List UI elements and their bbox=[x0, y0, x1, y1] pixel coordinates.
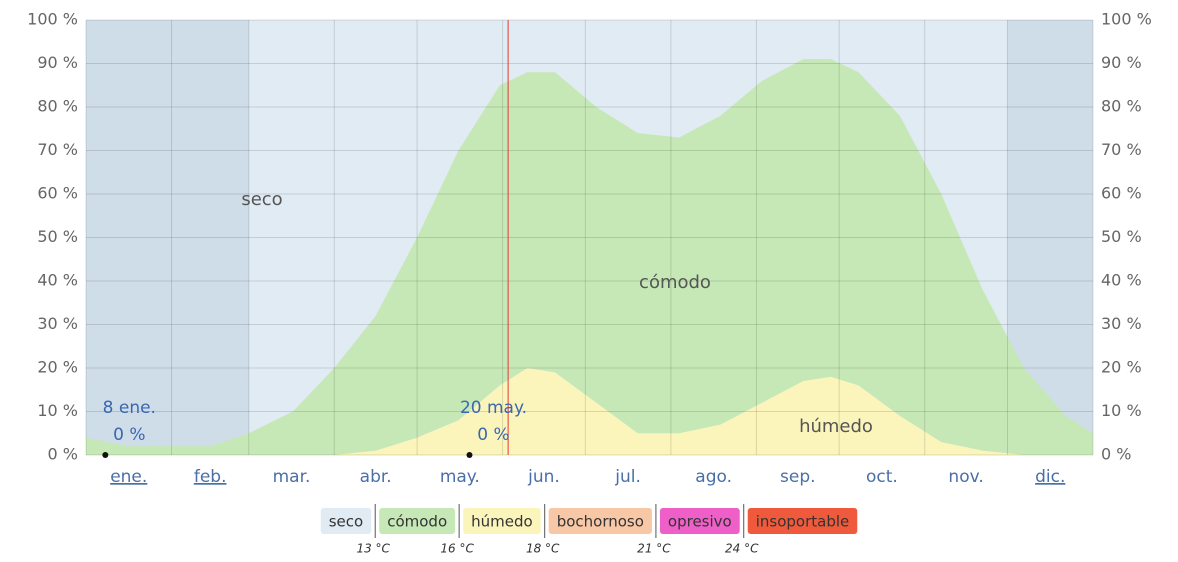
y2-tick-label: 80 % bbox=[1101, 97, 1142, 116]
y-tick-label: 40 % bbox=[37, 271, 78, 290]
area bbox=[86, 59, 1093, 456]
y-tick-label: 50 % bbox=[37, 227, 78, 246]
y-tick-label: 100 % bbox=[27, 10, 78, 29]
legend-threshold: 24 °C bbox=[725, 542, 759, 556]
legend-label: húmedo bbox=[471, 513, 533, 531]
legend-threshold: 21 °C bbox=[637, 542, 671, 556]
y2-tick-label: 30 % bbox=[1101, 314, 1142, 333]
month-label: may. bbox=[440, 467, 480, 487]
annotation-date: 20 may. bbox=[460, 398, 527, 418]
y2-tick-label: 100 % bbox=[1101, 10, 1152, 29]
area-label: húmedo bbox=[799, 416, 873, 437]
annotation-value: 0 % bbox=[113, 425, 145, 445]
legend: seco cómodo húmedo bochornoso opresivo insopo… bbox=[320, 504, 858, 556]
month-label[interactable]: feb. bbox=[194, 467, 227, 487]
y-tick-label: 20 % bbox=[37, 358, 78, 377]
y-tick-label: 70 % bbox=[37, 140, 78, 159]
area bbox=[86, 368, 1093, 455]
month-label: nov. bbox=[948, 467, 983, 487]
y2-tick-label: 10 % bbox=[1101, 401, 1142, 420]
month-label[interactable]: ene. bbox=[110, 467, 147, 487]
area-label: seco bbox=[241, 189, 282, 210]
annotation-value: 0 % bbox=[477, 425, 509, 445]
legend-swatch bbox=[320, 508, 372, 534]
month-label[interactable]: dic. bbox=[1035, 467, 1065, 487]
month-label: ago. bbox=[695, 467, 732, 487]
month-label: jul. bbox=[614, 467, 641, 487]
month-label: abr. bbox=[360, 467, 392, 487]
y-tick-label: 80 % bbox=[37, 97, 78, 116]
legend-label: insoportable bbox=[756, 513, 850, 531]
legend-threshold: 16 °C bbox=[440, 542, 474, 556]
legend-swatch bbox=[659, 508, 740, 534]
annotation-dot bbox=[466, 452, 473, 458]
y2-tick-label: 70 % bbox=[1101, 140, 1142, 159]
y2-tick-label: 60 % bbox=[1101, 184, 1142, 203]
y2-tick-label: 40 % bbox=[1101, 271, 1142, 290]
y-tick-label: 0 % bbox=[48, 445, 78, 464]
legend-swatch bbox=[463, 508, 541, 534]
y-tick-label: 30 % bbox=[37, 314, 78, 333]
area-label: cómodo bbox=[639, 272, 711, 293]
month-label: mar. bbox=[273, 467, 311, 487]
y-tick-label: 10 % bbox=[37, 401, 78, 420]
annotation-date: 8 ene. bbox=[103, 398, 156, 418]
month-label: jun. bbox=[527, 467, 560, 487]
legend-label: seco bbox=[329, 513, 363, 531]
y2-tick-label: 90 % bbox=[1101, 53, 1142, 72]
legend-swatch bbox=[747, 508, 858, 534]
y-tick-label: 60 % bbox=[37, 184, 78, 203]
month-label: oct. bbox=[866, 467, 898, 487]
month-label: sep. bbox=[780, 467, 816, 487]
shaded-band bbox=[86, 20, 249, 455]
legend-swatch bbox=[548, 508, 652, 534]
legend-swatch bbox=[379, 508, 456, 534]
legend-threshold: 18 °C bbox=[526, 542, 560, 556]
y2-tick-label: 50 % bbox=[1101, 227, 1142, 246]
y-tick-label: 90 % bbox=[37, 53, 78, 72]
y2-tick-label: 0 % bbox=[1101, 445, 1131, 464]
annotation-dot bbox=[102, 452, 109, 458]
y2-tick-label: 20 % bbox=[1101, 358, 1142, 377]
legend-label: opresivo bbox=[668, 513, 732, 531]
legend-label: cómodo bbox=[387, 513, 447, 531]
legend-label: bochornoso bbox=[557, 513, 644, 531]
legend-threshold: 13 °C bbox=[356, 542, 390, 556]
